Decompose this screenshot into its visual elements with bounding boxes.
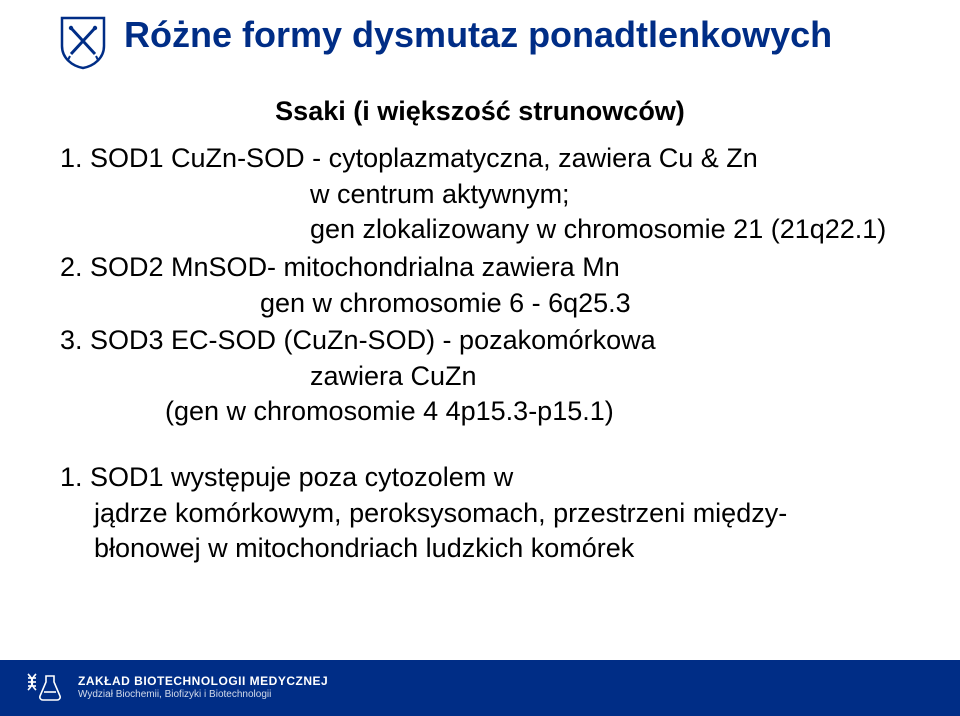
item-main: 2. SOD2 MnSOD- mitochondrialna zawiera M… (60, 250, 900, 286)
slide: Różne formy dysmutaz ponadtlenkowych Ssa… (0, 0, 960, 716)
footer-bar: ZAKŁAD BIOTECHNOLOGII MEDYCZNEJ Wydział … (0, 660, 960, 716)
item-line: zawiera CuZn (60, 359, 900, 395)
slide-title: Różne formy dysmutaz ponadtlenkowych (124, 14, 832, 55)
item-main: 1. SOD1 CuZn-SOD - cytoplazmatyczna, zaw… (60, 141, 900, 177)
item-line: (gen w chromosomie 4 4p15.3-p15.1) (60, 394, 900, 430)
sub-line: błonowej w mitochondriach ludzkich komór… (60, 531, 900, 567)
slide-subtitle: Ssaki (i większość strunowców) (60, 96, 900, 127)
title-row: Różne formy dysmutaz ponadtlenkowych (60, 0, 900, 70)
item-main: 3. SOD3 EC-SOD (CuZn-SOD) - pozakomórkow… (60, 323, 900, 359)
list-item: 3. SOD3 EC-SOD (CuZn-SOD) - pozakomórkow… (60, 323, 900, 430)
footer-text: ZAKŁAD BIOTECHNOLOGII MEDYCZNEJ Wydział … (78, 675, 328, 700)
item-line: gen zlokalizowany w chromosomie 21 (21q2… (60, 212, 900, 248)
list-item: 1. SOD1 CuZn-SOD - cytoplazmatyczna, zaw… (60, 141, 900, 248)
list-item: 2. SOD2 MnSOD- mitochondrialna zawiera M… (60, 250, 900, 321)
footer-line2: Wydział Biochemii, Biofizyki i Biotechno… (78, 689, 328, 701)
item-line: gen w chromosomie 6 - 6q25.3 (60, 286, 900, 322)
dna-flask-icon (22, 670, 64, 706)
sub-line: 1. SOD1 występuje poza cytozolem w (60, 460, 900, 496)
sub-block: 1. SOD1 występuje poza cytozolem w jądrz… (60, 460, 900, 567)
sub-line: jądrze komórkowym, peroksysomach, przest… (60, 496, 900, 532)
item-line: w centrum aktywnym; (60, 177, 900, 213)
university-shield-icon (60, 16, 106, 70)
content-block: 1. SOD1 CuZn-SOD - cytoplazmatyczna, zaw… (60, 141, 900, 567)
footer-line1: ZAKŁAD BIOTECHNOLOGII MEDYCZNEJ (78, 675, 328, 689)
